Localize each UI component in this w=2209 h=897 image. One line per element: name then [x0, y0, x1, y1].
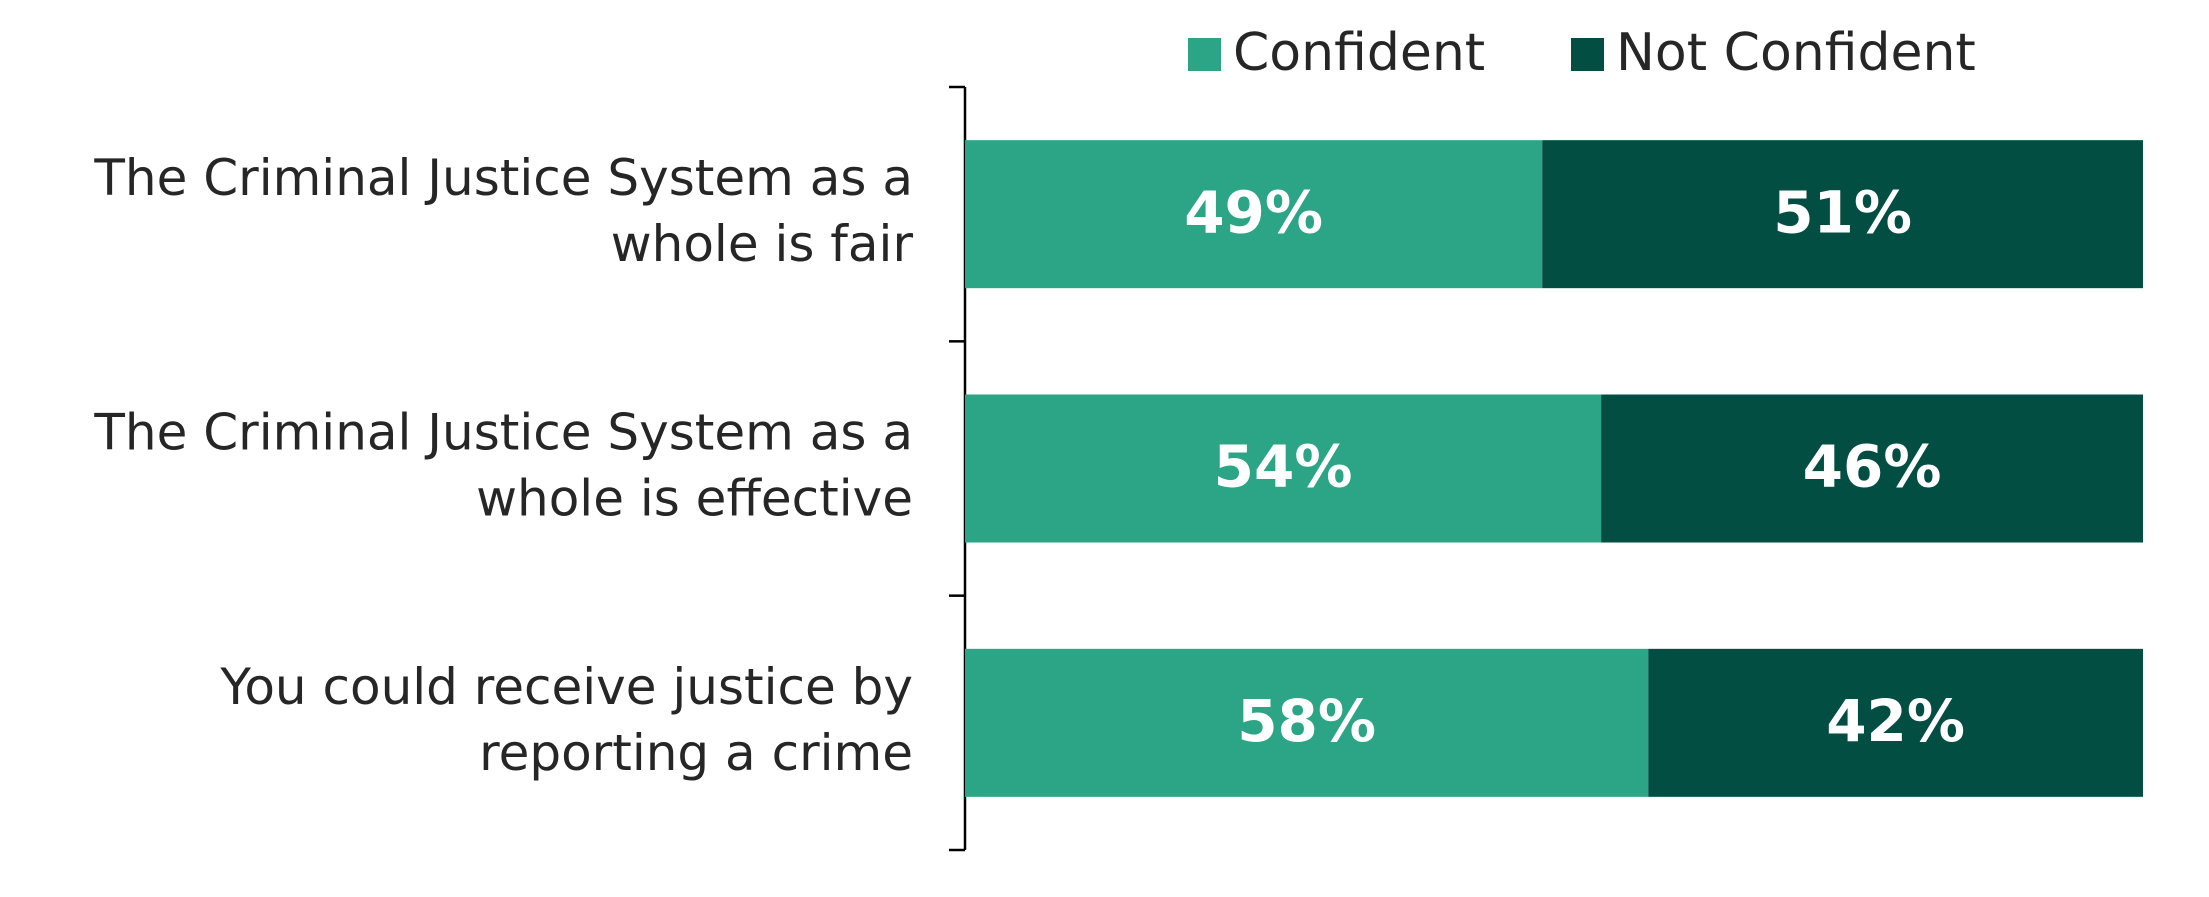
- legend-label: Not Confident: [1616, 23, 1976, 83]
- category-label: The Criminal Justice System as a whole is…: [93, 403, 913, 527]
- legend-swatch: [1188, 38, 1221, 71]
- value-label: 54%: [1214, 433, 1353, 501]
- bar: [965, 394, 1602, 543]
- category-label: The Criminal Justice System as a whole is…: [93, 149, 913, 273]
- value-label: 51%: [1773, 178, 1912, 246]
- legend-swatch: [1571, 38, 1604, 71]
- value-label: 58%: [1237, 687, 1376, 755]
- bar: [965, 648, 1649, 797]
- category-label: You could receive justice by reporting a …: [219, 657, 913, 781]
- bar: [1648, 648, 2143, 797]
- bar: [1601, 394, 2143, 543]
- value-label: 42%: [1826, 687, 1965, 755]
- value-label: 49%: [1184, 178, 1323, 246]
- value-label: 46%: [1803, 433, 1942, 501]
- legend-label: Confident: [1233, 23, 1485, 83]
- bar: [965, 140, 1543, 289]
- bar: [1542, 140, 2143, 289]
